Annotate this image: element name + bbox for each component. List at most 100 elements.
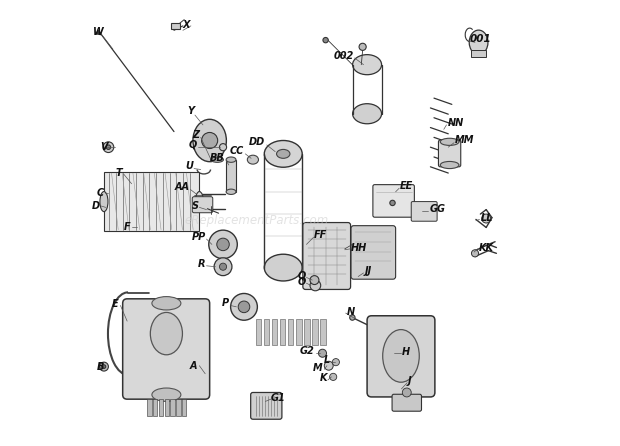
Text: GG: GG xyxy=(430,204,446,214)
Bar xyxy=(312,319,317,345)
Ellipse shape xyxy=(440,161,459,169)
FancyBboxPatch shape xyxy=(392,394,422,411)
Ellipse shape xyxy=(353,54,381,75)
Text: U: U xyxy=(185,161,193,171)
Bar xyxy=(171,23,180,29)
Text: M: M xyxy=(312,363,322,373)
Text: BB: BB xyxy=(210,153,224,163)
Ellipse shape xyxy=(247,155,259,164)
Ellipse shape xyxy=(152,297,181,310)
Bar xyxy=(170,399,175,416)
FancyBboxPatch shape xyxy=(351,226,396,279)
Text: D: D xyxy=(91,201,99,211)
Bar xyxy=(264,319,270,345)
FancyBboxPatch shape xyxy=(411,202,437,221)
Text: NN: NN xyxy=(448,118,464,128)
Text: P: P xyxy=(222,298,229,308)
Ellipse shape xyxy=(100,192,108,211)
Text: DD: DD xyxy=(249,137,265,147)
Bar xyxy=(471,50,485,57)
Circle shape xyxy=(319,349,327,357)
Text: MM: MM xyxy=(455,136,474,145)
Circle shape xyxy=(219,263,226,270)
Circle shape xyxy=(359,43,366,50)
Circle shape xyxy=(310,276,319,285)
Circle shape xyxy=(482,214,490,223)
Text: Z: Z xyxy=(192,130,200,140)
Circle shape xyxy=(231,293,257,320)
Ellipse shape xyxy=(264,140,302,167)
Text: KK: KK xyxy=(479,243,494,252)
Polygon shape xyxy=(96,30,101,35)
Bar xyxy=(159,399,163,416)
Text: B: B xyxy=(97,362,104,372)
FancyBboxPatch shape xyxy=(192,197,213,213)
Circle shape xyxy=(214,258,232,276)
Text: Q: Q xyxy=(188,140,197,150)
Bar xyxy=(176,399,180,416)
Polygon shape xyxy=(104,172,200,231)
Text: X: X xyxy=(183,20,190,29)
Circle shape xyxy=(209,230,237,259)
Circle shape xyxy=(471,250,479,257)
Text: V: V xyxy=(100,142,108,152)
FancyBboxPatch shape xyxy=(303,223,350,289)
Ellipse shape xyxy=(150,312,182,355)
Ellipse shape xyxy=(193,119,226,161)
Circle shape xyxy=(202,132,218,149)
Circle shape xyxy=(332,359,339,366)
Text: EE: EE xyxy=(400,182,414,191)
Circle shape xyxy=(102,365,106,368)
Text: J: J xyxy=(408,376,412,386)
Text: K: K xyxy=(319,373,327,383)
Ellipse shape xyxy=(264,254,302,281)
Text: W: W xyxy=(93,27,104,37)
FancyBboxPatch shape xyxy=(367,316,435,397)
Bar xyxy=(320,319,326,345)
Text: 002: 002 xyxy=(334,51,353,61)
Ellipse shape xyxy=(226,157,236,162)
Text: H: H xyxy=(401,347,410,357)
Ellipse shape xyxy=(383,330,419,382)
Bar xyxy=(280,319,285,345)
Text: HH: HH xyxy=(351,243,367,252)
Bar xyxy=(304,319,309,345)
Ellipse shape xyxy=(277,149,290,158)
Ellipse shape xyxy=(195,192,203,211)
FancyBboxPatch shape xyxy=(373,185,414,217)
Bar xyxy=(272,319,277,345)
FancyBboxPatch shape xyxy=(123,299,210,399)
Bar xyxy=(182,399,187,416)
Circle shape xyxy=(402,388,411,397)
Ellipse shape xyxy=(353,104,381,124)
Circle shape xyxy=(323,37,328,43)
Ellipse shape xyxy=(152,388,181,401)
FancyBboxPatch shape xyxy=(438,140,461,167)
Text: LL: LL xyxy=(480,213,493,223)
Text: AA: AA xyxy=(175,182,190,192)
Circle shape xyxy=(106,145,110,149)
Circle shape xyxy=(310,280,321,291)
Circle shape xyxy=(103,142,113,153)
Ellipse shape xyxy=(226,189,236,194)
FancyBboxPatch shape xyxy=(250,392,282,419)
Text: S: S xyxy=(192,201,198,211)
Circle shape xyxy=(135,224,140,229)
Bar xyxy=(147,399,152,416)
Bar xyxy=(226,160,236,192)
Circle shape xyxy=(99,362,108,371)
Text: eReplacementParts.com: eReplacementParts.com xyxy=(184,214,329,227)
Text: CC: CC xyxy=(230,146,244,156)
Text: Y: Y xyxy=(187,107,194,116)
Bar xyxy=(153,399,157,416)
Bar xyxy=(164,399,169,416)
Circle shape xyxy=(238,301,250,313)
Bar xyxy=(296,319,301,345)
Text: C: C xyxy=(97,188,104,198)
Text: FF: FF xyxy=(314,231,327,240)
Text: F: F xyxy=(124,223,131,232)
Bar xyxy=(255,319,262,345)
Circle shape xyxy=(219,144,226,151)
Text: 001: 001 xyxy=(470,34,492,44)
Text: G1: G1 xyxy=(271,393,285,403)
